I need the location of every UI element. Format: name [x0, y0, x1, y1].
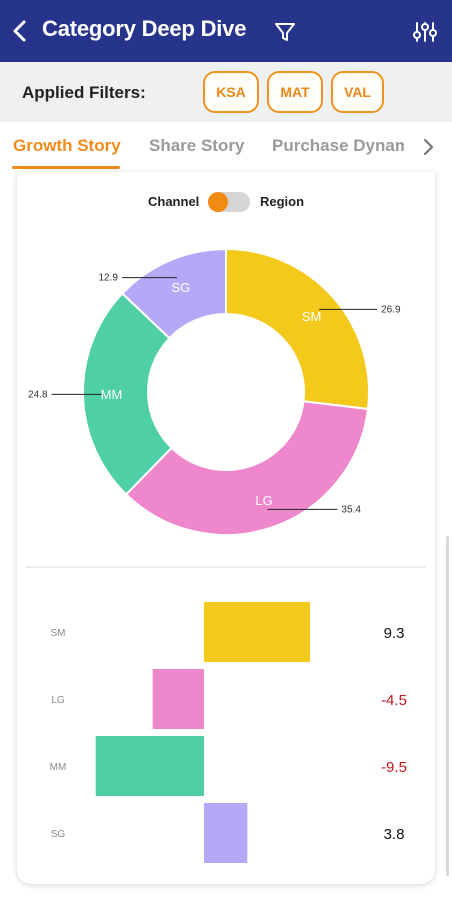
filter-chip-ksa[interactable]: KSA — [203, 71, 259, 113]
funnel-icon — [275, 23, 295, 41]
bar-value-lg: -4.5 — [381, 692, 407, 709]
scrollbar[interactable] — [446, 536, 449, 876]
chevron-left-icon — [13, 20, 26, 42]
toggle-label-channel: Channel — [148, 194, 200, 209]
bar-category-mm: MM — [50, 762, 67, 773]
donut-value-mm: 24.8 — [28, 389, 48, 400]
bar-sm[interactable] — [204, 602, 311, 662]
donut-value-sg: 12.9 — [98, 273, 118, 284]
bar-value-sg: 3.8 — [384, 826, 405, 843]
active-tab-indicator — [12, 166, 120, 169]
back-button[interactable] — [6, 14, 36, 48]
bar-category-lg: LG — [51, 695, 65, 706]
bar-value-sm: 9.3 — [384, 625, 405, 642]
toggle-label-region: Region — [260, 194, 305, 209]
applied-filters-bar: Applied Filters: KSA MAT VAL — [0, 62, 452, 122]
toggle-knob — [208, 192, 228, 212]
filter-button[interactable] — [272, 18, 298, 46]
channel-region-toggle[interactable] — [208, 192, 250, 212]
bar-mm[interactable] — [95, 736, 204, 796]
tab-bar: Growth Story Share Story Purchase Dynami… — [0, 122, 452, 172]
header-bar: Category Deep Dive — [0, 0, 452, 62]
tabs-scroll-right-button[interactable] — [416, 134, 440, 160]
donut-value-lg: 35.4 — [341, 504, 361, 515]
donut-inner-ring — [148, 314, 304, 470]
donut-label-sg: SG — [171, 280, 190, 295]
chart-divider — [26, 566, 426, 568]
sliders-icon — [413, 22, 437, 42]
channel-region-toggle-row: Channel Region — [0, 190, 452, 214]
donut-label-lg: LG — [255, 493, 272, 508]
tab-purchase-dynamics-clip: Purchase Dynamics — [272, 122, 404, 172]
tab-growth-story[interactable]: Growth Story — [13, 136, 121, 155]
share-donut-chart: SM 26.9 LG 35.4 MM 24.8 SG 12.9 — [28, 247, 401, 536]
tab-share-story[interactable]: Share Story — [149, 136, 245, 155]
bar-sg[interactable] — [204, 803, 248, 863]
bar-category-sm: SM — [51, 628, 66, 639]
tab-purchase-dynamics[interactable]: Purchase Dynamics — [272, 136, 404, 155]
filter-chip-mat[interactable]: MAT — [267, 71, 323, 113]
donut-label-mm: MM — [101, 387, 123, 402]
bar-category-sg: SG — [51, 829, 66, 840]
donut-value-sm: 26.9 — [381, 304, 401, 315]
chevron-right-icon — [423, 138, 434, 156]
filter-chip-val[interactable]: VAL — [331, 71, 384, 113]
bar-value-mm: -9.5 — [381, 759, 407, 776]
applied-filters-label: Applied Filters: — [22, 83, 146, 102]
growth-bar-chart: SM 9.3 LG -4.5 MM -9.5 SG 3.8 — [50, 602, 407, 863]
donut-label-sm: SM — [302, 309, 322, 324]
page-title: Category Deep Dive — [42, 16, 247, 41]
settings-button[interactable] — [410, 17, 440, 47]
bar-lg[interactable] — [152, 669, 204, 729]
